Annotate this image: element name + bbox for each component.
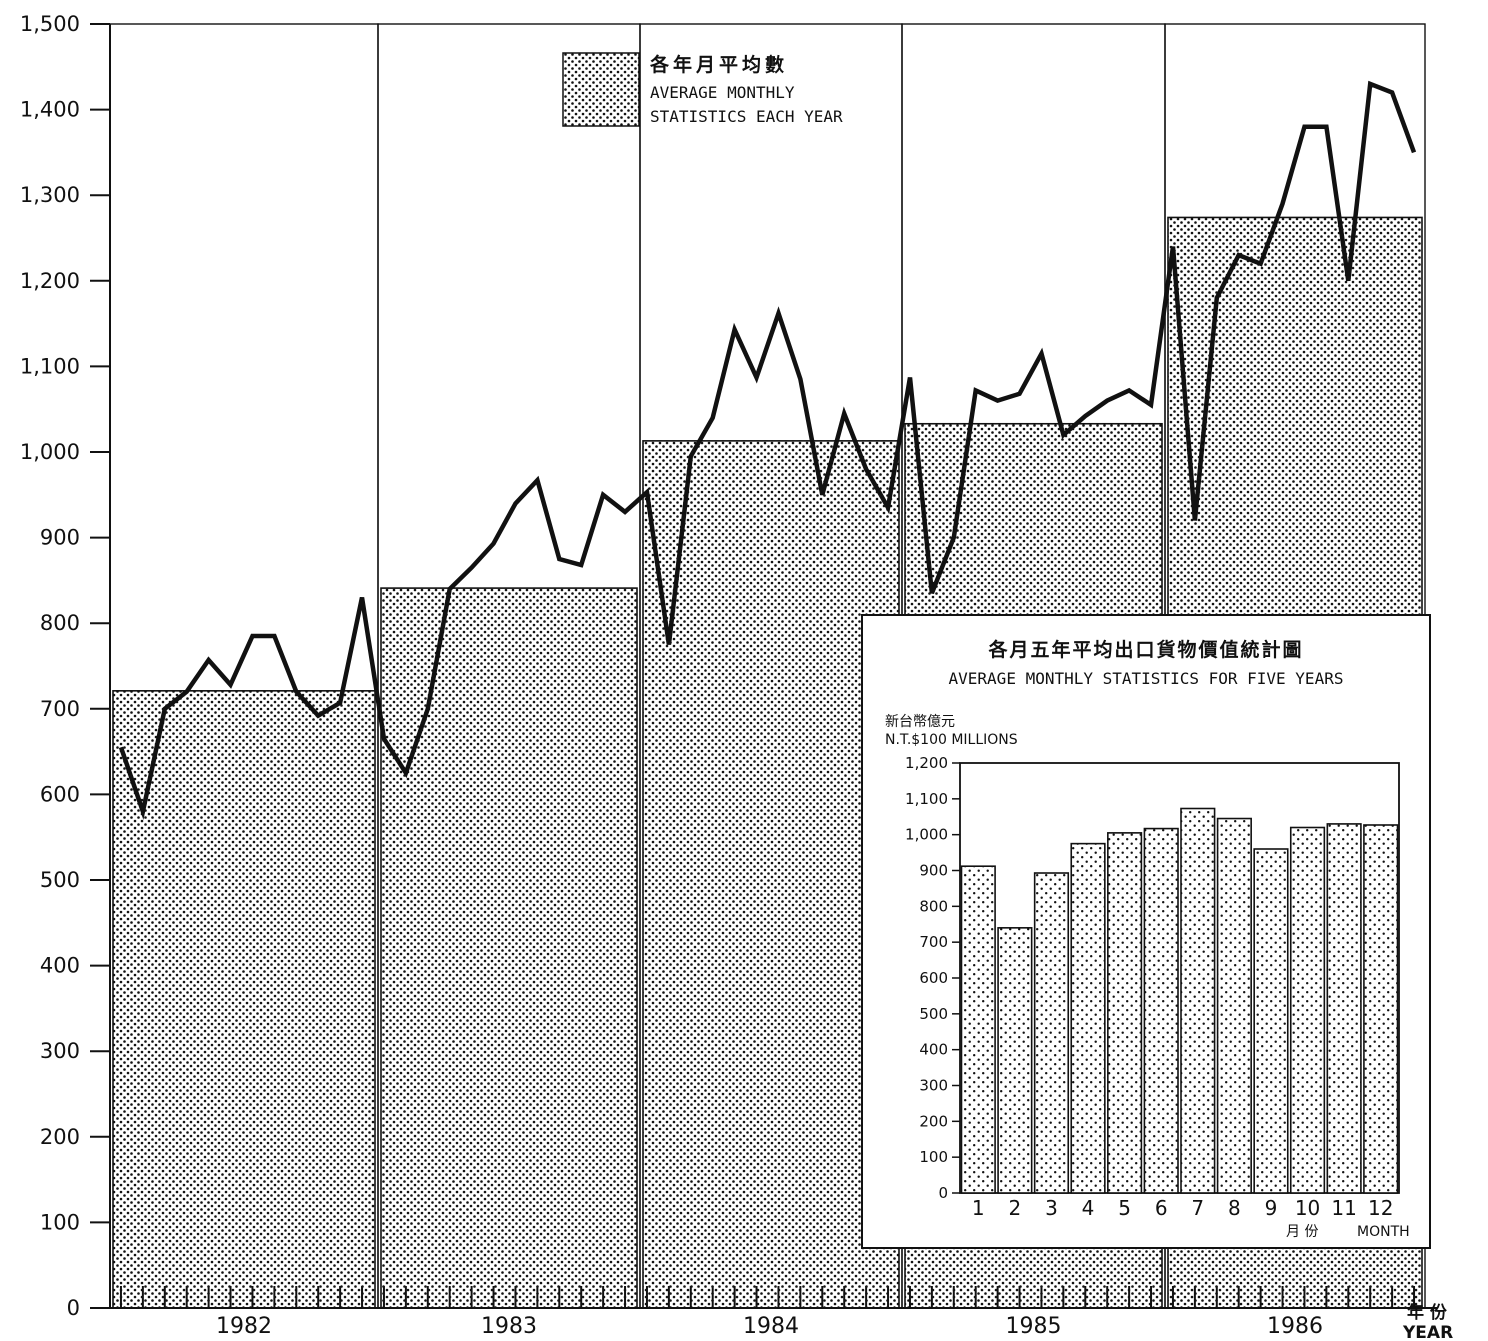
inset-y-tick-label: 600: [919, 969, 948, 987]
y-tick-label: 900: [40, 526, 80, 550]
inset-y-tick-label: 800: [919, 897, 948, 915]
y-tick-label: 800: [40, 611, 80, 635]
inset-y-tick-label: 500: [919, 1005, 948, 1023]
inset-plot-frame: [959, 762, 1400, 1194]
y-tick-label: 0: [67, 1296, 80, 1320]
inset-bar: [1107, 832, 1143, 1194]
inset-y-tick-label: 0: [938, 1184, 948, 1202]
inset-x-tick-label: 7: [1191, 1196, 1204, 1220]
inset-title-en: AVERAGE MONTHLY STATISTICS FOR FIVE YEAR…: [949, 669, 1344, 688]
inset-chart: 各月五年平均出口貨物價值統計圖 AVERAGE MONTHLY STATISTI…: [861, 614, 1431, 1249]
inset-plot-area: 0 100 200 300 400 500 600 700 800 900 1,000 1,100 1,…: [905, 754, 1400, 1220]
legend-label-cjk: 各年月平均數: [649, 53, 788, 76]
inset-xlabel-cjk: 月 份: [1286, 1224, 1318, 1240]
inset-bar: [1253, 848, 1289, 1194]
series-line-monthly-exports: [118, 80, 1417, 820]
inset-y-tick-label: 1,000: [905, 826, 948, 844]
inset-x-tick-label: 12: [1368, 1196, 1393, 1220]
x-axis-unit: 年 份 YEAR: [1402, 1302, 1453, 1341]
inset-y-tick-label: 200: [919, 1112, 948, 1130]
inset-x-tick-label: 4: [1082, 1196, 1095, 1220]
inset-x-tick-label: 8: [1228, 1196, 1241, 1220]
inset-y-tick-label: 300: [919, 1077, 948, 1095]
y-tick-label: 500: [40, 868, 80, 892]
y-tick-label: 100: [40, 1210, 80, 1234]
y-tick-label: 1,100: [20, 354, 80, 378]
y-tick-label: 600: [40, 782, 80, 806]
year-average-bar: [380, 587, 638, 1309]
inset-x-tick-label: 6: [1155, 1196, 1168, 1220]
y-tick-label: 1,400: [20, 98, 80, 122]
inset-x-tick-label: 11: [1331, 1196, 1356, 1220]
y-tick-label: 300: [40, 1039, 80, 1063]
inset-unit-cjk: 新台幣億元: [885, 714, 955, 730]
inset-bar: [1070, 842, 1106, 1194]
inset-x-tick-label: 9: [1265, 1196, 1278, 1220]
inset-y-tick-label: 400: [919, 1041, 948, 1059]
inset-y-tick-label: 700: [919, 933, 948, 951]
inset-x-tick-label: 10: [1295, 1196, 1320, 1220]
inset-y-tick-label: 1,100: [905, 790, 948, 808]
y-tick-label: 1,200: [20, 269, 80, 293]
legend-label-en-2: STATISTICS EACH YEAR: [650, 107, 843, 126]
inset-unit-en: N.T.$100 MILLIONS: [885, 732, 1018, 748]
inset-bar: [1363, 824, 1399, 1194]
x-tick-label: 1986: [1267, 1314, 1323, 1339]
legend: 各年月平均數 AVERAGE MONTHLY STATISTICS EACH Y…: [562, 52, 843, 127]
y-tick-label: 1,000: [20, 440, 80, 464]
legend-swatch: [562, 52, 640, 127]
inset-bar: [960, 865, 996, 1194]
inset-bar: [997, 927, 1033, 1194]
x-tick-label: 1982: [216, 1314, 272, 1339]
inset-bar: [1033, 872, 1070, 1194]
inset-y-tick-label: 100: [919, 1148, 948, 1166]
x-tick-label: 1985: [1006, 1314, 1062, 1339]
x-tick-label: 1984: [743, 1314, 799, 1339]
x-axis-unit-cjk: 年 份: [1407, 1302, 1448, 1323]
inset-x-tick-label: 3: [1045, 1196, 1058, 1220]
inset-x-tick-label: 2: [1009, 1196, 1022, 1220]
y-tick-label: 400: [40, 954, 80, 978]
inset-bar: [1289, 826, 1326, 1194]
inset-xlabel-en: MONTH: [1357, 1224, 1410, 1240]
y-tick-label: 700: [40, 697, 80, 721]
inset-x-tick-label: 5: [1118, 1196, 1131, 1220]
inset-y-tick-label: 1,200: [905, 754, 948, 772]
inset-bar: [1143, 827, 1179, 1194]
inset-bar: [1326, 823, 1362, 1194]
inset-bar: [1216, 817, 1252, 1194]
inset-title-cjk: 各月五年平均出口貨物價值統計圖: [987, 638, 1303, 661]
year-average-bar: [642, 440, 900, 1309]
inset-x-tick-label: 1: [972, 1196, 985, 1220]
y-tick-label: 200: [40, 1125, 80, 1149]
inset-bar: [1180, 807, 1216, 1194]
x-tick-label: 1983: [481, 1314, 537, 1339]
y-tick-label: 1,300: [20, 183, 80, 207]
y-tick-label: 1,500: [20, 12, 80, 36]
x-axis-unit-en: YEAR: [1402, 1323, 1453, 1341]
year-average-bar: [112, 690, 376, 1309]
legend-label-en-1: AVERAGE MONTHLY: [650, 83, 795, 102]
inset-y-tick-label: 900: [919, 862, 948, 880]
